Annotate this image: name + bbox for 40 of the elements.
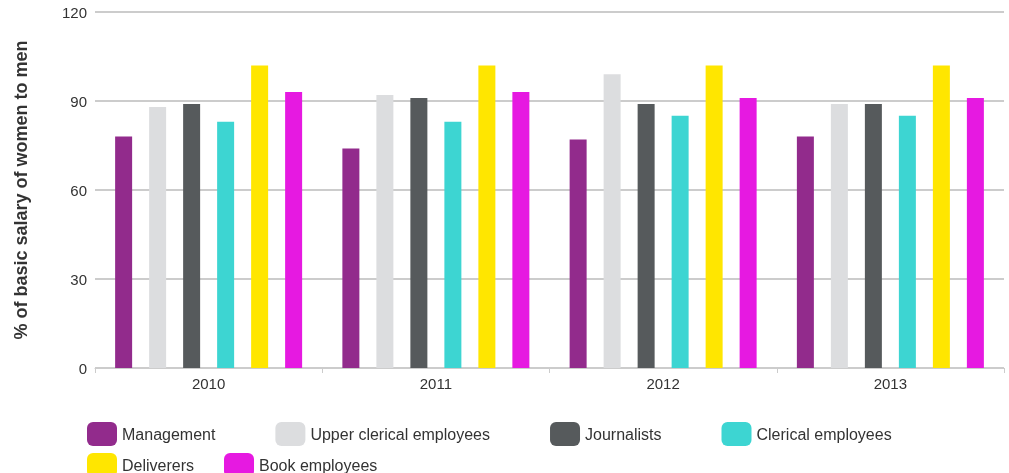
y-tick-label: 120 bbox=[61, 3, 87, 21]
y-axis-title: % of basic salary of women to men bbox=[11, 40, 31, 340]
bar bbox=[830, 103, 848, 368]
bar bbox=[115, 136, 133, 368]
legend-label: Management bbox=[122, 425, 216, 443]
bar bbox=[864, 103, 882, 368]
bar bbox=[342, 148, 360, 368]
y-tick-label: 30 bbox=[70, 270, 87, 288]
y-tick-label: 60 bbox=[70, 181, 87, 199]
x-tick-label: 2013 bbox=[873, 375, 908, 392]
x-tick-label: 2011 bbox=[419, 375, 453, 392]
bar bbox=[705, 65, 723, 368]
bar bbox=[966, 98, 984, 368]
x-tick-label: 2010 bbox=[191, 375, 226, 392]
bar bbox=[376, 95, 394, 368]
bar bbox=[410, 98, 428, 368]
bar bbox=[796, 136, 814, 368]
legend-label: Upper clerical employees bbox=[310, 425, 491, 443]
bar bbox=[637, 103, 655, 368]
y-tick-label: 0 bbox=[78, 359, 87, 377]
legend-label: Book employees bbox=[259, 456, 378, 473]
bar bbox=[183, 103, 201, 368]
bar bbox=[444, 121, 462, 368]
bar bbox=[569, 139, 587, 368]
bar bbox=[512, 92, 530, 368]
bar bbox=[603, 74, 621, 368]
bar bbox=[251, 65, 269, 368]
legend-label: Journalists bbox=[585, 425, 662, 443]
y-tick-label: 90 bbox=[70, 92, 87, 110]
bar bbox=[478, 65, 496, 368]
bar bbox=[932, 65, 950, 368]
bar bbox=[898, 115, 916, 368]
x-tick-label: 2012 bbox=[646, 375, 680, 392]
bar bbox=[739, 98, 757, 368]
bar bbox=[149, 106, 167, 368]
legend-label: Deliverers bbox=[122, 456, 195, 473]
legend-label: Clerical employees bbox=[756, 425, 892, 443]
bar bbox=[285, 92, 303, 368]
bar bbox=[217, 121, 235, 368]
bar bbox=[671, 115, 689, 368]
